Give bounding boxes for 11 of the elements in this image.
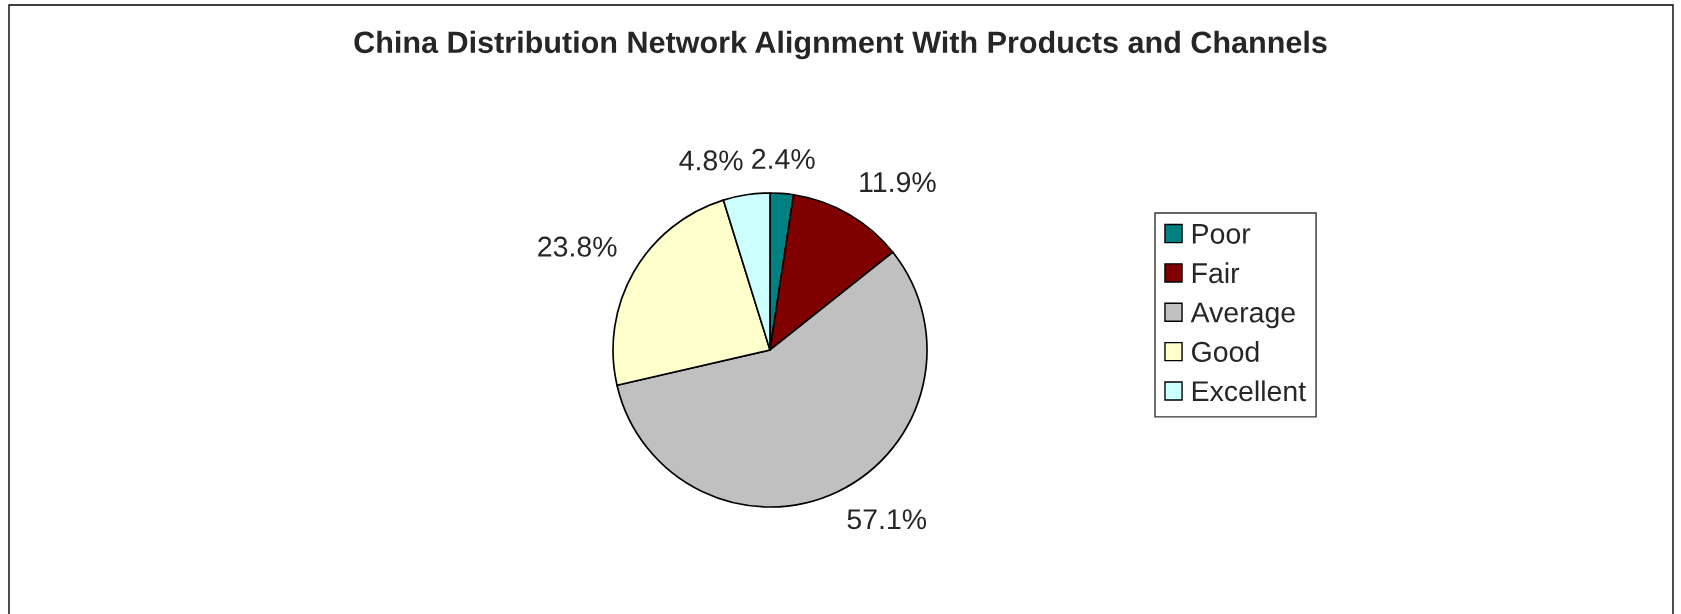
chart-title: China Distribution Network Alignment With Products and Channels [354,30,1327,60]
legend-label: Good [1192,341,1259,362]
data-label: 2.4% [752,148,815,169]
legend-label: Excellent [1192,380,1306,402]
legend-label: Poor [1192,224,1251,244]
data-label: 4.8% [679,150,743,171]
data-label: 57.1% [847,509,927,530]
data-label: 23.8% [538,236,617,257]
legend-label: Fair [1192,262,1240,284]
data-label: 11.9% [860,172,936,193]
legend-label: Average [1190,302,1295,329]
